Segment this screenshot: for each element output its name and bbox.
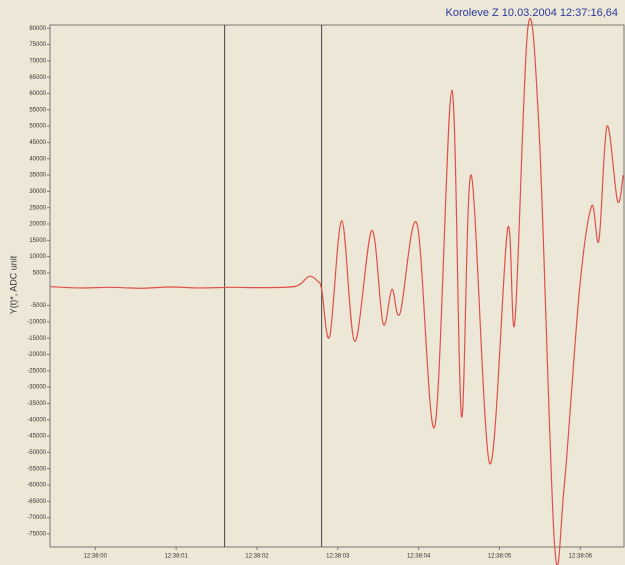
y-tick-label: -25000 [27,368,46,374]
y-tick-label: -10000 [27,319,46,325]
y-tick-label: -30000 [27,385,46,391]
y-tick-label: 10000 [29,254,46,260]
y-tick-label: -35000 [27,401,46,407]
y-tick-label: -65000 [27,499,46,505]
y-tick-label: -15000 [27,336,46,342]
y-tick-label: 5000 [33,271,47,277]
plot-area [49,24,625,548]
y-tick-label: 40000 [29,156,46,162]
y-tick-label: 25000 [29,205,46,211]
y-tick-label: 50000 [29,124,46,130]
x-tick-label: 12:38:04 [407,554,431,560]
y-tick-label: 45000 [29,140,46,146]
y-tick-label: -70000 [27,515,46,521]
y-tick-label: -45000 [27,434,46,440]
x-tick-label: 12:38:02 [245,554,269,560]
y-tick-label: 75000 [29,42,46,48]
y-tick-label: -75000 [27,532,46,538]
y-tick-label: -60000 [27,483,46,489]
x-tick-label: 12:38:03 [326,554,350,560]
y-tick-label: -55000 [27,466,46,472]
y-tick-label: 35000 [29,173,46,179]
y-axis-label: Y(t)*, ADC unit [8,255,18,314]
x-tick-label: 12:38:06 [569,554,593,560]
x-tick-label: 12:38:01 [164,554,188,560]
x-tick-label: 12:38:00 [84,554,108,560]
y-tick-label: -40000 [27,417,46,423]
series-line [50,17,624,565]
chart-title: Koroleve Z 10.03.2004 12:37:16,64 [446,7,618,19]
y-tick-label: -5000 [31,303,47,309]
y-tick-label: 65000 [29,75,46,81]
y-tick-label: 20000 [29,222,46,228]
y-tick-label: -50000 [27,450,46,456]
y-tick-label: 70000 [29,58,46,64]
y-tick-label: 55000 [29,107,46,113]
x-tick-label: 12:38:05 [488,554,512,560]
y-tick-label: 30000 [29,189,46,195]
y-tick-label: 80000 [29,26,46,32]
y-tick-label: -20000 [27,352,46,358]
y-tick-label: 15000 [29,238,46,244]
y-tick-label: 60000 [29,91,46,97]
